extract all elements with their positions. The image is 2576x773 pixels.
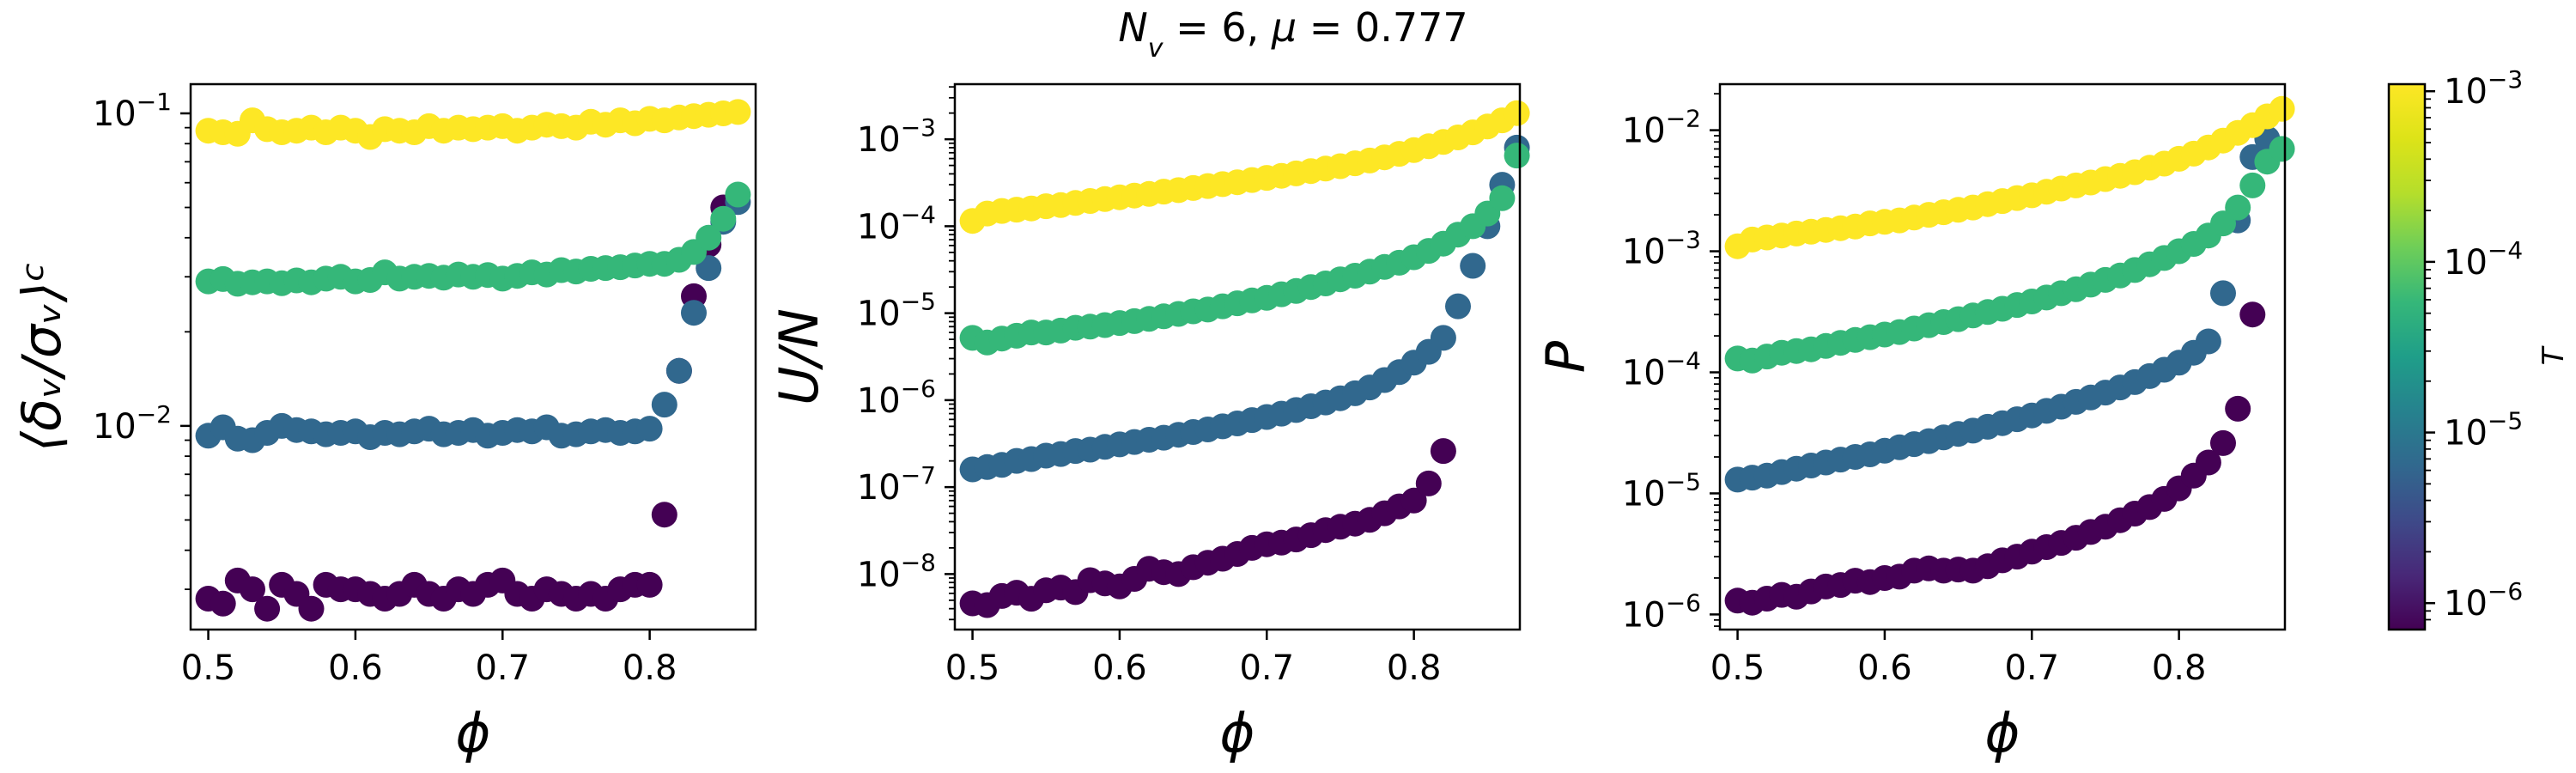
data-point — [210, 590, 236, 617]
x-axis-label: ϕ — [456, 702, 491, 764]
axes-frame — [189, 82, 757, 631]
data-point — [681, 300, 707, 326]
x-tick-label: 0.6 — [328, 648, 383, 688]
data-point — [2225, 395, 2251, 422]
data-point — [2269, 136, 2295, 162]
x-tick-label: 0.6 — [1857, 648, 1912, 688]
series-T_1e-05 — [195, 189, 751, 453]
y-tick-label: 10−6 — [857, 374, 936, 421]
colorbar-label: T — [2537, 345, 2571, 365]
series-T_1e-04 — [1724, 136, 2295, 374]
colorbar-gradient — [2387, 82, 2427, 631]
y-tick-label: 10−2 — [93, 400, 172, 447]
axes-frame — [1718, 82, 2287, 631]
data-point — [2210, 429, 2236, 456]
x-tick-label: 0.8 — [623, 648, 677, 688]
data-point — [2195, 449, 2221, 476]
data-point — [1460, 253, 1486, 279]
series-T_1e-04 — [959, 143, 1530, 356]
series-T_1e-06 — [1724, 301, 2266, 616]
data-point — [696, 224, 722, 251]
x-tick-label: 0.8 — [1387, 648, 1442, 688]
y-tick-label: 10−4 — [857, 200, 936, 247]
y-tick-label: 10−5 — [1622, 467, 1701, 514]
axes-frame — [953, 82, 1522, 631]
colorbar-tick-label: 10−6 — [2444, 577, 2523, 624]
data-point — [2195, 328, 2221, 355]
series-T_1e-04 — [195, 181, 751, 297]
data-point — [2239, 301, 2266, 328]
data-point — [651, 502, 677, 528]
colorbar-tick-label: 10−3 — [2444, 65, 2523, 112]
x-tick-label: 0.8 — [2152, 648, 2207, 688]
data-point — [240, 576, 265, 603]
x-tick-label: 0.6 — [1092, 648, 1147, 688]
y-tick-label: 10−1 — [93, 88, 172, 134]
panel-pressure: 0.5 0.6 0.7 0.8 10−2 10−3 10−4 10−5 10−6 ϕ P — [1534, 82, 2295, 764]
x-tick-label: 0.5 — [181, 648, 236, 688]
data-point — [1504, 100, 1530, 126]
series-T_1e-05 — [959, 134, 1530, 483]
series-T_1e-03 — [959, 100, 1530, 234]
data-point — [651, 392, 677, 418]
data-point — [725, 99, 751, 125]
data-point — [298, 595, 325, 622]
y-tick-label: 10−6 — [1622, 588, 1701, 635]
data-point — [1415, 470, 1442, 496]
data-point — [636, 416, 663, 442]
data-point — [2210, 280, 2236, 307]
x-tick-label: 0.7 — [475, 648, 530, 688]
y-tick-label: 10−5 — [857, 288, 936, 334]
colorbar-tick-label: 10−4 — [2444, 236, 2523, 283]
series-T_1e-06 — [959, 438, 1456, 618]
data-point — [725, 181, 751, 208]
data-point — [2269, 95, 2295, 122]
series-T_1e-03 — [195, 99, 751, 150]
figure-suptitle: Nv = 6, μ = 0.777 — [1118, 4, 1467, 64]
data-point — [665, 357, 692, 384]
colorbar: T 10−3 10−4 10−5 10−6 — [2387, 65, 2571, 631]
data-point — [1430, 438, 1456, 465]
y-tick-label: 10−3 — [1622, 226, 1701, 272]
series-T_1e-06 — [195, 194, 737, 622]
y-tick-label: 10−3 — [857, 113, 936, 160]
y-tick-label: 10−7 — [857, 461, 936, 508]
data-point — [710, 205, 737, 232]
x-tick-label: 0.7 — [2004, 648, 2059, 688]
data-point — [1489, 185, 1516, 211]
x-axis-label: ϕ — [1220, 702, 1255, 764]
data-point — [1430, 325, 1456, 351]
data-point — [1400, 487, 1427, 514]
y-tick-label: 10−4 — [1622, 346, 1701, 393]
y-tick-label: 10−8 — [857, 548, 936, 594]
y-axis-label: ⟨δᵥ/σᵥ⟩ᶜ — [10, 262, 73, 452]
data-point — [1445, 293, 1471, 320]
x-tick-label: 0.7 — [1239, 648, 1294, 688]
y-axis-label: P — [1534, 340, 1597, 373]
x-tick-label: 0.5 — [1710, 648, 1765, 688]
colorbar-tick-label: 10−5 — [2444, 407, 2523, 453]
y-axis-label: U/N — [768, 308, 830, 405]
x-tick-label: 0.5 — [945, 648, 1000, 688]
x-axis-label: ϕ — [1985, 702, 2020, 764]
data-point — [2225, 194, 2251, 221]
data-point — [254, 595, 281, 622]
data-point — [636, 571, 663, 598]
panel-delta-ratio: 0.5 0.6 0.7 0.8 10−1 10−2 ϕ ⟨δᵥ/σᵥ⟩ᶜ — [10, 82, 757, 764]
data-point — [1504, 143, 1530, 169]
series-T_1e-03 — [1724, 95, 2295, 259]
y-tick-label: 10−2 — [1622, 105, 1701, 151]
panel-energy-per-particle: 0.5 0.6 0.7 0.8 10−3 10−4 10−5 10−6 10−7 10−8 ϕ U/N — [768, 82, 1530, 764]
data-point — [2239, 172, 2266, 198]
